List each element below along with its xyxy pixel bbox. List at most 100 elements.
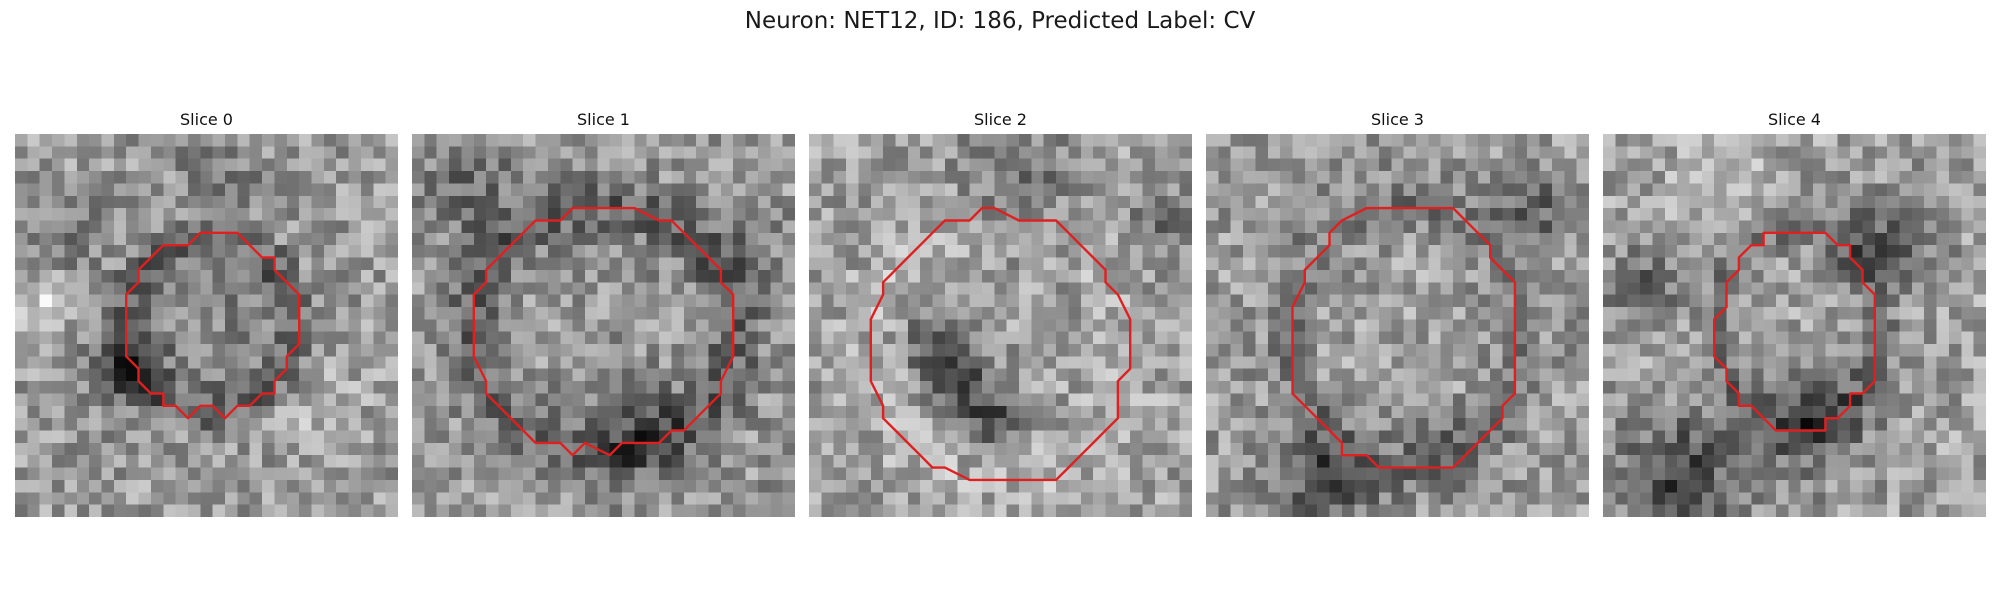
pixel (1701, 294, 1715, 308)
pixel (449, 430, 463, 444)
pixel (1317, 195, 1331, 209)
pixel (286, 134, 300, 147)
pixel (981, 442, 995, 456)
pixel (757, 405, 771, 419)
pixel (1243, 368, 1257, 382)
pixel (994, 245, 1008, 259)
pixel (1093, 158, 1107, 172)
pixel (1887, 405, 1901, 419)
pixel (1056, 405, 1070, 419)
pixel (1280, 245, 1294, 259)
pixel (424, 344, 438, 357)
pixel (126, 306, 140, 320)
pixel (1043, 183, 1057, 197)
pixel (696, 220, 710, 234)
pixel (1677, 430, 1691, 444)
pixel (101, 208, 115, 222)
pixel (262, 467, 276, 481)
pixel (1850, 134, 1864, 147)
pixel (360, 220, 374, 234)
pixel (126, 245, 140, 259)
pixel (436, 331, 450, 345)
pixel (535, 195, 549, 209)
pixel (1329, 208, 1343, 222)
pixel (486, 146, 500, 160)
pixel (1230, 344, 1244, 357)
pixel (39, 282, 53, 296)
pixel (1465, 319, 1479, 333)
pixel (1093, 479, 1107, 493)
pixel (311, 479, 325, 493)
pixel (1627, 479, 1641, 493)
pixel (957, 504, 971, 517)
pixel (870, 257, 884, 271)
pixel (1142, 134, 1156, 147)
pixel (1640, 257, 1654, 271)
pixel (163, 467, 177, 481)
pixel (1640, 504, 1654, 517)
pixel (150, 306, 164, 320)
pixel (1477, 306, 1491, 320)
pixel (187, 331, 201, 345)
pixel (1093, 356, 1107, 370)
pixel (1317, 467, 1331, 481)
pixel (237, 381, 251, 395)
pixel (187, 183, 201, 197)
pixel (385, 183, 398, 197)
pixel (150, 455, 164, 469)
pixel (1230, 418, 1244, 432)
pixel (64, 405, 78, 419)
pixel (1255, 393, 1269, 407)
pixel (1154, 183, 1168, 197)
pixel (1142, 319, 1156, 333)
pixel (634, 171, 648, 185)
pixel (1167, 479, 1181, 493)
pixel (932, 504, 946, 517)
pixel (895, 294, 909, 308)
pixel (1763, 479, 1777, 493)
pixel (486, 232, 500, 246)
pixel (64, 195, 78, 209)
pixel (1502, 257, 1516, 271)
pixel (449, 146, 463, 160)
pixel (1465, 208, 1479, 222)
pixel (1527, 183, 1541, 197)
pixel (994, 356, 1008, 370)
pixel (1615, 393, 1629, 407)
pixel (1948, 195, 1962, 209)
pixel (858, 467, 872, 481)
pixel (846, 467, 860, 481)
pixel (770, 492, 784, 506)
pixel (138, 208, 152, 222)
pixel (1850, 208, 1864, 222)
pixel (1206, 171, 1219, 185)
pixel (1230, 393, 1244, 407)
pixel (1514, 442, 1528, 456)
pixel (1154, 269, 1168, 283)
pixel (1280, 171, 1294, 185)
pixel (1477, 146, 1491, 160)
pixel (1564, 356, 1578, 370)
pixel (1218, 245, 1232, 259)
pixel (1477, 356, 1491, 370)
pixel (175, 306, 189, 320)
pixel (424, 393, 438, 407)
pixel (1800, 158, 1814, 172)
pixel (311, 344, 325, 357)
pixel (373, 418, 387, 432)
pixel (969, 146, 983, 160)
pixel (833, 467, 847, 481)
pixel (1527, 158, 1541, 172)
pixel (1142, 356, 1156, 370)
pixel (336, 183, 350, 197)
pixel (76, 418, 90, 432)
pixel (572, 430, 586, 444)
pixel (1936, 158, 1950, 172)
pixel (76, 171, 90, 185)
pixel (1329, 257, 1343, 271)
pixel (1551, 430, 1565, 444)
pixel (299, 368, 313, 382)
pixel (1775, 356, 1789, 370)
pixel (1726, 232, 1740, 246)
pixel (1304, 479, 1318, 493)
